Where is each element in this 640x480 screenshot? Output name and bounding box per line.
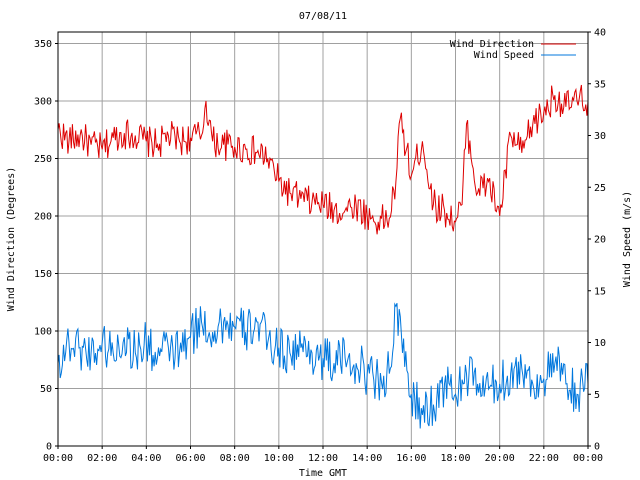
legend-label-wind-direction: Wind Direction xyxy=(450,39,534,50)
x-tick-label: 04:00 xyxy=(131,453,161,464)
x-tick-label: 22:00 xyxy=(529,453,559,464)
series-line-wind-speed xyxy=(57,302,589,429)
y-axis-label-left: Wind Direction (Degrees) xyxy=(6,167,17,312)
x-tick-label: 02:00 xyxy=(87,453,117,464)
y-right-tick-label: 0 xyxy=(594,442,600,453)
x-tick-label: 14:00 xyxy=(352,453,382,464)
y-left-tick-label: 200 xyxy=(34,212,52,223)
x-tick-label: 00:00 xyxy=(573,453,603,464)
x-tick-label: 18:00 xyxy=(440,453,470,464)
legend-label-wind-speed: Wind Speed xyxy=(474,50,534,61)
y-right-tick-label: 15 xyxy=(594,286,606,297)
x-tick-label: 00:00 xyxy=(43,453,73,464)
x-tick-label: 08:00 xyxy=(220,453,250,464)
y-left-tick-label: 350 xyxy=(34,39,52,50)
y-right-tick-label: 40 xyxy=(594,28,606,39)
x-tick-label: 06:00 xyxy=(175,453,205,464)
series-line-wind-direction xyxy=(57,84,589,235)
x-tick-label: 16:00 xyxy=(396,453,426,464)
y-left-tick-label: 150 xyxy=(34,269,52,280)
gridlines xyxy=(58,32,588,446)
y-right-tick-label: 20 xyxy=(594,235,606,246)
x-tick-label: 10:00 xyxy=(264,453,294,464)
y-left-tick-label: 50 xyxy=(40,384,52,395)
y-left-tick-label: 0 xyxy=(46,442,52,453)
series-layer xyxy=(57,84,589,429)
y-left-tick-label: 300 xyxy=(34,97,52,108)
x-tick-label: 12:00 xyxy=(308,453,338,464)
x-axis-label: Time GMT xyxy=(299,468,347,479)
x-tick-label: 20:00 xyxy=(485,453,515,464)
y-left-tick-label: 250 xyxy=(34,154,52,165)
axis-ticks: 00:00 02:00 04:00 06:00 08:00 10:00 12:00 14:00… xyxy=(34,28,606,465)
y-right-tick-label: 25 xyxy=(594,183,606,194)
y-right-tick-label: 10 xyxy=(594,338,606,349)
y-axis-label-right: Wind Speed (m/s) xyxy=(622,191,633,287)
y-right-tick-label: 5 xyxy=(594,390,600,401)
y-right-tick-label: 30 xyxy=(594,131,606,142)
chart-title: 07/08/11 xyxy=(299,11,347,22)
y-left-tick-label: 100 xyxy=(34,327,52,338)
y-right-tick-label: 35 xyxy=(594,79,606,90)
